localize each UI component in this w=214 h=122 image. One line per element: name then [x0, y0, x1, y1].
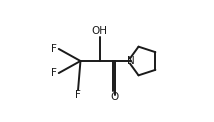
Text: N: N [127, 56, 134, 66]
Text: F: F [75, 90, 81, 100]
Text: OH: OH [92, 26, 108, 36]
Text: F: F [51, 44, 57, 54]
Text: F: F [51, 68, 57, 78]
Text: O: O [110, 92, 118, 102]
